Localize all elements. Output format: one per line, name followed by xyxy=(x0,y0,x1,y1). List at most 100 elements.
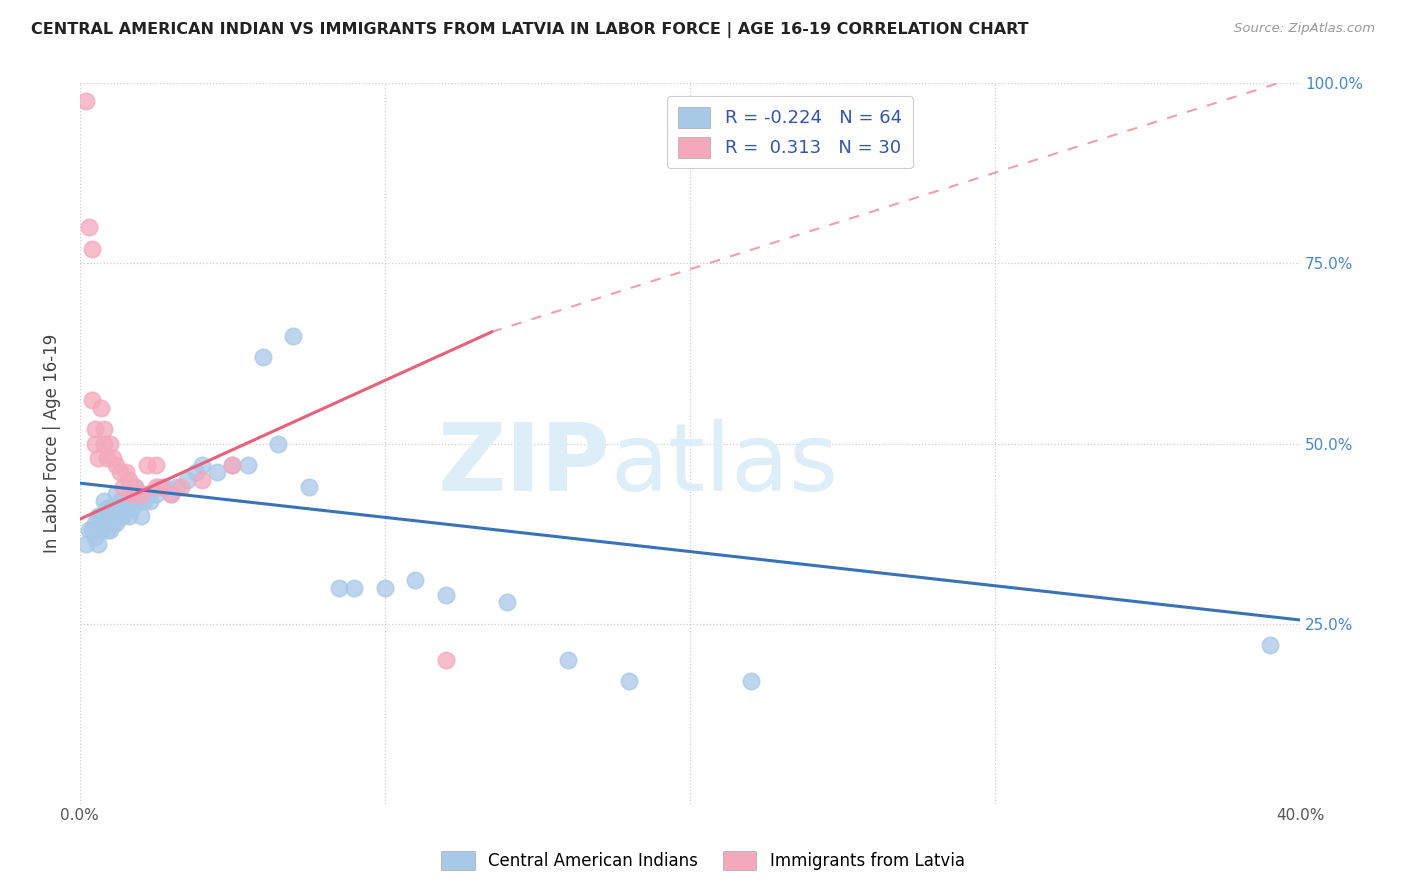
Text: atlas: atlas xyxy=(610,419,839,511)
Point xyxy=(80,393,103,408)
Point xyxy=(150,480,173,494)
Point xyxy=(103,450,125,465)
Point xyxy=(191,473,214,487)
Point xyxy=(118,487,141,501)
Point xyxy=(124,480,146,494)
Point xyxy=(557,652,579,666)
Point xyxy=(1258,638,1281,652)
Point xyxy=(84,530,107,544)
Point xyxy=(108,508,131,523)
Point xyxy=(191,458,214,472)
Point xyxy=(252,350,274,364)
Point xyxy=(166,480,188,494)
Point xyxy=(145,487,167,501)
Point xyxy=(121,487,143,501)
Point xyxy=(87,508,110,523)
Point xyxy=(160,487,183,501)
Point xyxy=(129,508,152,523)
Point xyxy=(127,494,149,508)
Point xyxy=(93,516,115,530)
Point xyxy=(108,466,131,480)
Point xyxy=(136,458,159,472)
Point xyxy=(84,516,107,530)
Legend: R = -0.224   N = 64, R =  0.313   N = 30: R = -0.224 N = 64, R = 0.313 N = 30 xyxy=(666,96,912,169)
Point xyxy=(105,501,128,516)
Text: CENTRAL AMERICAN INDIAN VS IMMIGRANTS FROM LATVIA IN LABOR FORCE | AGE 16-19 COR: CENTRAL AMERICAN INDIAN VS IMMIGRANTS FR… xyxy=(31,22,1029,38)
Point xyxy=(145,480,167,494)
Point xyxy=(96,450,118,465)
Point xyxy=(96,523,118,537)
Point xyxy=(87,537,110,551)
Point xyxy=(114,501,136,516)
Point xyxy=(93,422,115,436)
Legend: Central American Indians, Immigrants from Latvia: Central American Indians, Immigrants fro… xyxy=(434,844,972,877)
Point xyxy=(132,494,155,508)
Point xyxy=(129,487,152,501)
Point xyxy=(221,458,243,472)
Point xyxy=(114,466,136,480)
Point xyxy=(77,523,100,537)
Point xyxy=(136,487,159,501)
Point xyxy=(124,480,146,494)
Point xyxy=(121,501,143,516)
Point xyxy=(283,328,305,343)
Point xyxy=(169,480,191,494)
Point xyxy=(103,516,125,530)
Point xyxy=(139,494,162,508)
Text: Source: ZipAtlas.com: Source: ZipAtlas.com xyxy=(1234,22,1375,36)
Point xyxy=(328,581,350,595)
Point xyxy=(96,501,118,516)
Point xyxy=(75,537,97,551)
Point xyxy=(374,581,396,595)
Point xyxy=(90,523,112,537)
Point xyxy=(267,436,290,450)
Point xyxy=(404,574,426,588)
Point xyxy=(298,480,321,494)
Point xyxy=(77,220,100,235)
Text: ZIP: ZIP xyxy=(437,419,610,511)
Point xyxy=(100,436,122,450)
Point xyxy=(236,458,259,472)
Point xyxy=(118,473,141,487)
Point xyxy=(121,487,143,501)
Point xyxy=(145,458,167,472)
Point xyxy=(80,242,103,256)
Point xyxy=(205,466,228,480)
Point xyxy=(118,508,141,523)
Point xyxy=(93,494,115,508)
Point xyxy=(100,501,122,516)
Point xyxy=(155,480,177,494)
Point xyxy=(103,501,125,516)
Y-axis label: In Labor Force | Age 16-19: In Labor Force | Age 16-19 xyxy=(44,334,60,553)
Point xyxy=(105,487,128,501)
Point xyxy=(84,436,107,450)
Point xyxy=(108,494,131,508)
Point xyxy=(221,458,243,472)
Point xyxy=(434,652,457,666)
Point xyxy=(100,508,122,523)
Point xyxy=(87,450,110,465)
Point xyxy=(111,480,134,494)
Point xyxy=(96,508,118,523)
Point xyxy=(740,674,762,689)
Point xyxy=(124,494,146,508)
Point xyxy=(84,422,107,436)
Point xyxy=(434,588,457,602)
Point xyxy=(176,473,198,487)
Point xyxy=(148,480,170,494)
Point xyxy=(184,466,207,480)
Point xyxy=(111,508,134,523)
Point xyxy=(100,523,122,537)
Point xyxy=(93,508,115,523)
Point xyxy=(617,674,640,689)
Point xyxy=(496,595,519,609)
Point xyxy=(80,523,103,537)
Point xyxy=(75,95,97,109)
Point xyxy=(111,494,134,508)
Point xyxy=(105,458,128,472)
Point xyxy=(343,581,366,595)
Point xyxy=(90,508,112,523)
Point xyxy=(105,516,128,530)
Point xyxy=(90,401,112,415)
Point xyxy=(93,436,115,450)
